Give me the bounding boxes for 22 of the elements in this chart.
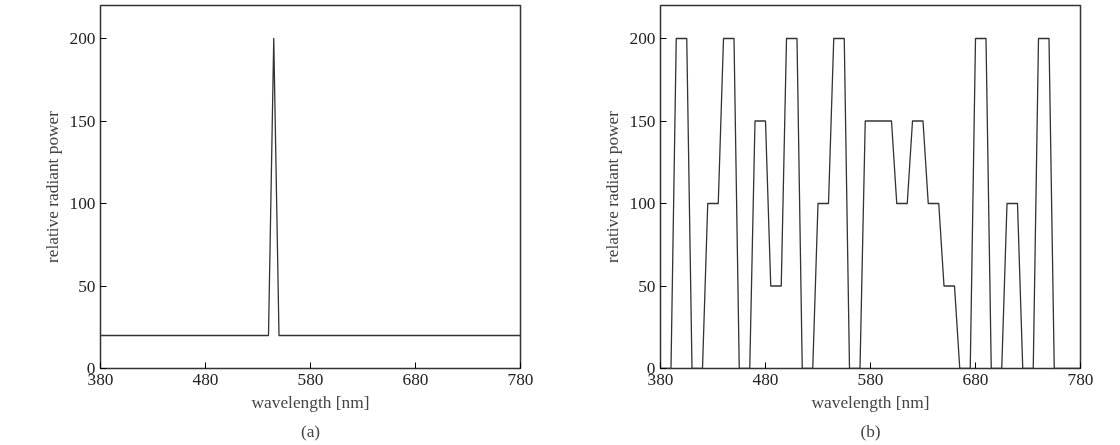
x-tick-label: 780 bbox=[1067, 369, 1094, 389]
x-tick-label: 680 bbox=[962, 369, 989, 389]
x-axis-title: wavelength [nm] bbox=[811, 392, 930, 412]
text: (a) bbox=[300, 421, 321, 441]
x-tick-label: 480 bbox=[752, 369, 779, 389]
x-tick-label: 580 bbox=[857, 369, 884, 389]
y-tick-label: 200 bbox=[69, 29, 96, 48]
x-tick-label: 780 bbox=[507, 369, 534, 389]
text: (b) bbox=[860, 421, 881, 441]
y-tick-label: 100 bbox=[69, 194, 96, 213]
y-tick-label: 200 bbox=[629, 29, 656, 48]
y-tick-label: 50 bbox=[638, 276, 656, 296]
y-tick-label: 50 bbox=[78, 276, 96, 296]
y-tick-label: 150 bbox=[69, 111, 96, 131]
x-tick-label: 480 bbox=[192, 369, 219, 389]
x-tick-label: 580 bbox=[297, 369, 324, 389]
y-tick-label: 150 bbox=[629, 111, 656, 131]
x-tick-label: 680 bbox=[402, 369, 429, 389]
y-axis-title: relative radiant power bbox=[42, 110, 62, 264]
y-axis-title: relative radiant power bbox=[602, 110, 622, 264]
x-axis-title: wavelength [nm] bbox=[251, 392, 370, 412]
y-tick-label: 100 bbox=[629, 194, 656, 213]
